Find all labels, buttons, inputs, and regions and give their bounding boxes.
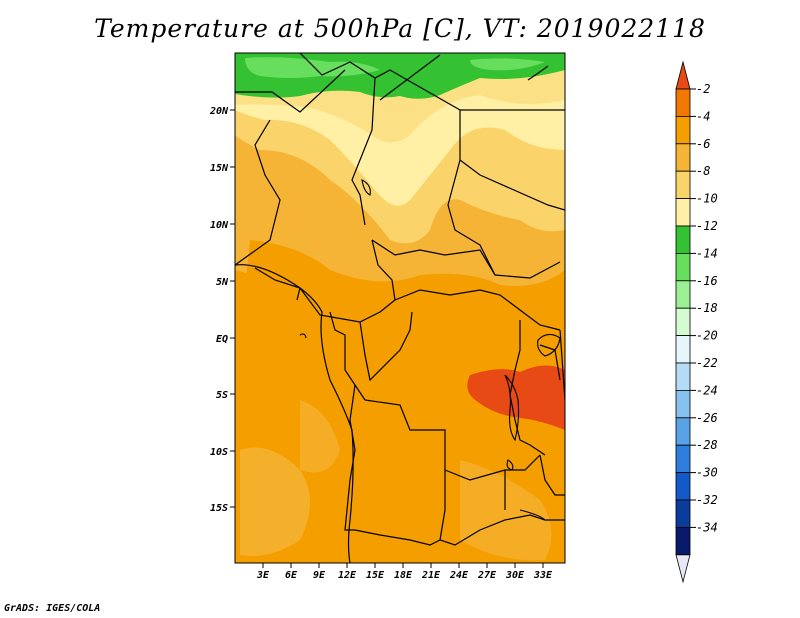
colorbar-label: -28 [696,438,718,452]
colorbar-box [675,143,691,172]
colorbar-box [675,225,691,254]
colorbar-box [675,307,691,337]
colorbar-label: -20 [696,329,718,343]
colorbar-box [675,527,691,556]
lon-label: 18E [394,570,413,581]
country-borders [235,53,565,546]
lat-ticks [230,109,235,508]
lon-label: 12E [338,570,357,581]
colorbar-label: -26 [696,411,718,425]
lat-label: 15S [210,503,228,514]
lon-label: 27E [477,570,497,581]
colorbar-box [675,417,691,446]
lat-label: 5S [216,390,228,401]
colorbar-label: -22 [696,356,718,370]
colorbar-box [675,335,691,364]
colorbar-box [675,499,691,528]
map-title: Temperature at 500hPa [C], VT: 201902211… [94,14,706,43]
lon-labels: 3E 6E 9E 12E 15E 18E 21E 24E 27E 30E 33E [256,570,553,581]
lon-label: 3E [256,570,270,581]
colorbar-label: -12 [696,219,718,233]
field-band-m14-m16 [245,57,380,78]
colorbar-box [675,252,691,282]
colorbar-box [675,280,691,309]
map-panel: 20N 15N 10N 5N EQ 5S 10S 15S 3E 6E 9E 12… [209,52,566,581]
lat-labels: 20N 15N 10N 5N EQ 5S 10S 15S [209,106,229,514]
colorbar-label: -8 [696,164,710,178]
grads-credit: GrADS: IGES/COLA [4,603,101,614]
colorbar-label: -16 [696,274,718,288]
colorbar-label: -10 [696,192,718,206]
colorbar-label: -2 [696,82,710,96]
colorbar-boxes [675,60,691,584]
colorbar-label: -34 [696,520,718,534]
colorbar-label: -18 [696,301,718,315]
colorbar-box [675,389,691,419]
colorbar-top-arrow [675,60,691,90]
lon-label: 24E [449,570,469,581]
colorbar-box [675,88,691,117]
lat-label: 20N [209,106,229,117]
lon-label: 33E [533,570,553,581]
lat-label: 10S [210,447,228,458]
colorbar-box [675,116,691,145]
colorbar-labels: -2 -4 -6 -8 -10 -12 -14 -16 -18 -20 -22 -24 -26 -28 -3… [690,82,718,534]
lat-label: 5N [216,277,229,288]
colorbar-box [675,170,691,199]
colorbar-label: -24 [696,383,718,397]
lon-label: 6E [285,570,298,581]
colorbar-label: -14 [696,246,718,260]
colorbar-bottom-arrow [675,554,691,584]
colorbar-label: -30 [696,466,718,480]
lon-label: 9E [313,570,326,581]
field-band-m2-m4 [467,365,565,430]
colorbar-box [675,198,691,227]
colorbar-label: -4 [696,109,710,123]
lon-label: 15E [366,570,385,581]
colorbar: -2 -4 -6 -8 -10 -12 -14 -16 -18 -20 -22 -24 -26 -28 -3… [675,60,718,584]
colorbar-box [675,362,691,391]
lon-label: 30E [505,570,525,581]
map-frame [234,52,566,564]
lake-outlines [299,65,561,521]
west-coastline [235,264,354,563]
colorbar-box [675,444,691,474]
lon-label: 21E [421,570,441,581]
lat-label: EQ [216,334,228,345]
colorbar-label: -6 [696,137,710,151]
colorbar-label: -32 [696,493,718,507]
colorbar-box [675,472,691,501]
lat-label: 15N [210,163,229,174]
lat-label: 10N [210,220,229,231]
lon-ticks [262,563,544,568]
